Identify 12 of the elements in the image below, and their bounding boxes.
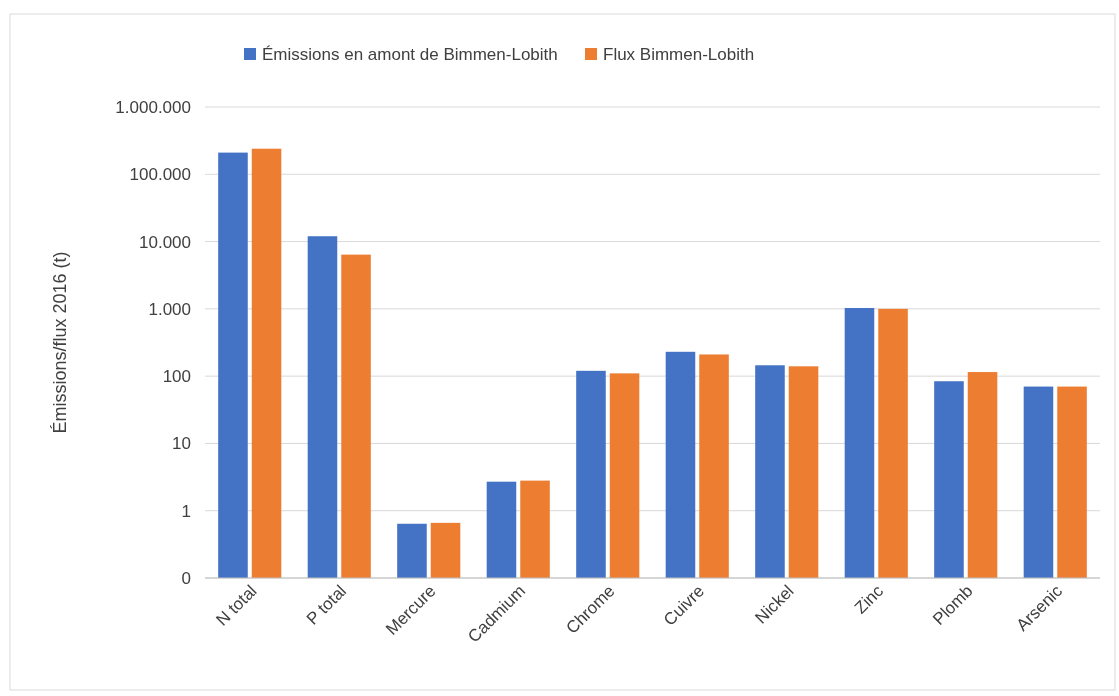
x-tick-label: Zinc (850, 581, 888, 618)
y-tick-label: 1.000 (148, 299, 191, 319)
legend-label: Flux Bimmen-Lobith (603, 45, 755, 64)
y-tick-label: 100.000 (129, 165, 191, 185)
legend-label: Émissions en amont de Bimmen-Lobith (262, 45, 558, 64)
y-tick-label: 0 (181, 568, 191, 588)
y-tick-label: 1.000.000 (115, 97, 191, 117)
y-tick-label: 100 (162, 367, 191, 387)
y-tick-label: 10 (172, 434, 191, 454)
y-tick-label: 1 (181, 501, 191, 521)
y-axis-title: Émissions/flux 2016 (t) (50, 251, 70, 434)
y-tick-label: 10.000 (139, 232, 191, 252)
